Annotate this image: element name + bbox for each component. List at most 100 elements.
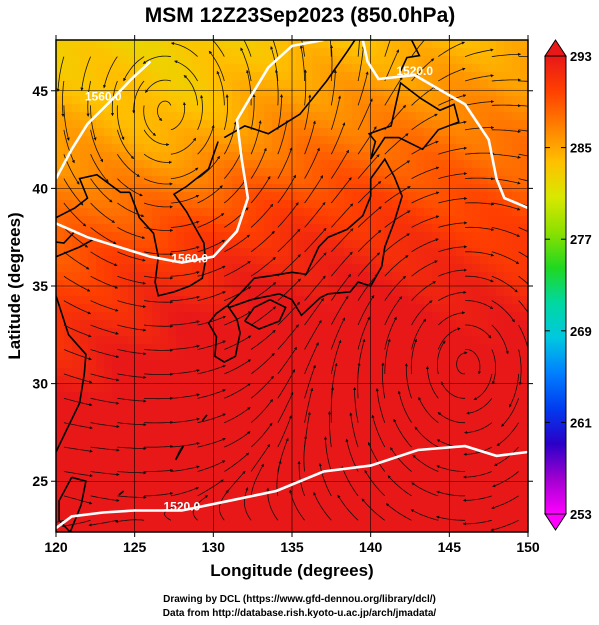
streamline [464,74,494,82]
streamline [463,446,492,456]
streamline [438,221,468,228]
streamline [144,468,174,473]
streamline [410,509,439,521]
streamline [465,324,492,339]
streamline [491,202,521,211]
streamline [323,436,332,472]
streamline [418,396,439,424]
streamline [411,260,438,277]
streamline [143,153,173,164]
streamline [192,494,209,521]
colorbar-tick-label: 293 [570,49,592,64]
streamline [384,255,409,277]
streamline [174,60,198,82]
streamline [63,129,75,164]
streamline [170,465,200,472]
streamline [384,133,409,155]
streamline [144,492,174,497]
streamline [303,69,307,106]
coastline [56,295,87,453]
streamline [277,94,284,130]
streamline [117,422,147,427]
streamline [384,233,410,253]
streamline [197,364,226,375]
streamline [277,202,299,228]
streamline [170,295,200,301]
streamline [277,174,296,204]
streamline [170,137,197,155]
streamline [61,80,65,118]
coastline [118,490,125,496]
streamline [491,300,515,323]
x-tick-label: 125 [123,539,147,555]
streamline [117,495,147,500]
streamline [438,94,467,106]
streamline [224,431,251,448]
streamline [170,220,200,228]
streamline [170,101,187,131]
streamline [371,414,386,448]
streamline [144,275,174,280]
streamline [304,94,312,130]
streamline [518,324,528,359]
streamline [63,300,92,315]
streamline [464,422,493,435]
streamline [183,74,198,106]
streamline [330,317,345,350]
streamline [123,56,145,82]
streamline [170,486,200,497]
streamline [438,245,468,253]
height-contour-line [56,40,324,264]
colorbar-tick-label: 285 [570,141,592,156]
x-tick-label: 140 [359,539,383,555]
streamline [250,463,264,496]
streamline [491,129,522,134]
streamline [90,324,119,335]
streamline [117,324,147,332]
streamline [88,519,118,527]
streamline [304,175,324,204]
streamline [212,40,225,57]
streamline [63,227,89,248]
streamline [250,422,273,448]
streamline [436,465,466,472]
streamline [224,407,251,424]
streamline [304,252,327,277]
streamline [518,275,528,285]
y-axis-label: Latitude (degrees) [5,212,24,359]
streamline [80,56,91,91]
streamline [357,206,382,228]
streamline [304,120,316,155]
streamline [491,324,509,355]
streamline [197,315,226,326]
streamline [465,202,495,206]
streamline [170,167,199,179]
streamline [384,338,391,374]
streamline [367,441,386,472]
streamline [518,349,522,386]
streamline [357,40,360,57]
streamline [384,186,411,204]
streamline [117,153,140,177]
streamline [274,69,279,106]
streamline [327,411,332,448]
streamline [491,52,522,57]
streamline [491,104,522,108]
x-axis-label: Longitude (degrees) [210,561,373,580]
streamline [491,153,521,159]
streamline [143,227,174,233]
coastline [244,298,287,330]
streamline [117,178,143,197]
streamline [246,69,252,106]
streamline [364,469,386,497]
streamline [466,398,493,415]
streamline [411,215,440,228]
colorbar-tick-label: 261 [570,415,592,430]
streamline [170,246,200,253]
streamline [438,172,468,179]
streamline [384,296,403,326]
streamline [492,471,519,488]
streamline [63,324,92,338]
streamline [197,155,220,179]
streamline [142,55,171,64]
